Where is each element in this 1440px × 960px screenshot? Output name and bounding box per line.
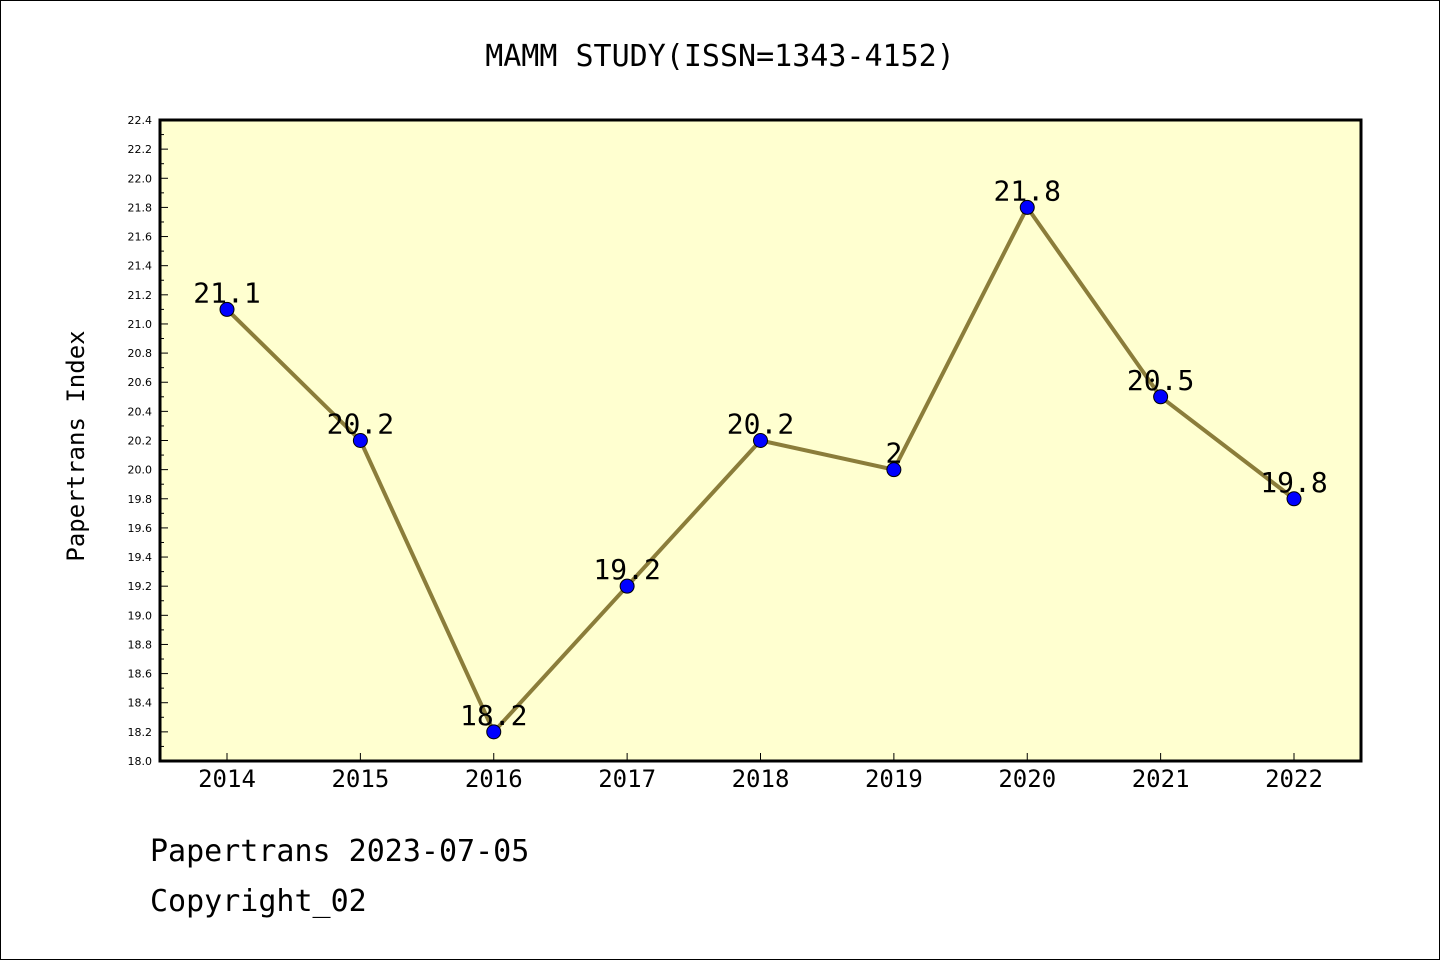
x-tick-label: 2014 (198, 765, 256, 793)
data-label: 2 (885, 437, 902, 470)
data-point (1153, 389, 1169, 405)
data-label: 21.1 (193, 276, 260, 309)
x-tick-label: 2015 (331, 765, 389, 793)
y-tick-label: 20.6 (128, 376, 153, 389)
y-tick-label: 20.2 (128, 435, 153, 448)
data-label: 18.2 (460, 699, 527, 732)
data-point (352, 433, 368, 448)
y-tick-label: 19.4 (128, 551, 153, 564)
y-tick-label: 18.0 (128, 755, 153, 768)
x-tick-label: 2021 (1132, 765, 1190, 793)
y-tick-label: 21.0 (128, 318, 153, 331)
y-tick-label: 18.6 (128, 668, 153, 681)
y-tick-label: 21.2 (128, 289, 153, 302)
y-tick-label: 19.6 (128, 522, 153, 535)
y-tick-label: 20.0 (128, 464, 153, 477)
x-axis-ticks: 2014 2015 2016 2017 2018 2019 2020 2021 2022 (198, 753, 1323, 793)
x-tick-label: 2016 (465, 765, 523, 793)
y-tick-label: 20.8 (128, 347, 153, 360)
x-tick-label: 2017 (598, 765, 656, 793)
footer-copyright: Copyright_02 (150, 884, 367, 919)
y-tick-label: 22.0 (128, 172, 153, 185)
y-tick-label: 19.0 (128, 609, 153, 622)
data-point (219, 301, 235, 317)
y-axis-label: Papertrans Index (62, 330, 90, 561)
y-tick-label: 22.2 (128, 143, 153, 156)
data-label: 20.2 (327, 408, 394, 441)
x-tick-label: 2019 (865, 765, 923, 793)
y-tick-label: 19.8 (128, 493, 153, 506)
data-label: 20.2 (727, 408, 794, 441)
y-tick-label: 21.6 (128, 231, 153, 244)
x-tick-label: 2022 (1265, 765, 1323, 793)
data-point (619, 578, 635, 594)
data-point (753, 433, 768, 448)
y-tick-label: 18.2 (128, 726, 153, 739)
y-axis-ticks: 18.0 18.2 18.4 18.6 18.8 19.0 19.2 19.4 19.6 19.8… (128, 114, 168, 768)
x-tick-label: 2020 (998, 765, 1056, 793)
data-label: 19.2 (593, 553, 660, 586)
data-label: 19.8 (1260, 466, 1327, 499)
data-label: 21.8 (994, 174, 1061, 207)
y-tick-label: 18.8 (128, 638, 153, 651)
data-point (1019, 199, 1035, 215)
y-tick-label: 19.2 (128, 580, 153, 593)
data-point (486, 724, 502, 740)
series-group: 21.1 20.2 18.2 19.2 20.2 2 21.8 20.5 19.8 (193, 174, 1328, 740)
data-point (886, 462, 902, 478)
x-tick-label: 2018 (732, 765, 790, 793)
y-tick-label: 21.4 (128, 260, 153, 273)
data-point (1286, 491, 1302, 507)
data-label: 20.5 (1127, 364, 1194, 397)
y-tick-label: 18.4 (128, 697, 153, 710)
y-tick-label: 20.4 (128, 405, 153, 418)
y-tick-label: 21.8 (128, 201, 153, 214)
y-tick-label: 22.4 (128, 114, 153, 127)
chart-title: MAMM STUDY(ISSN=1343-4152) (485, 39, 955, 74)
footer-date: Papertrans 2023-07-05 (150, 834, 530, 869)
